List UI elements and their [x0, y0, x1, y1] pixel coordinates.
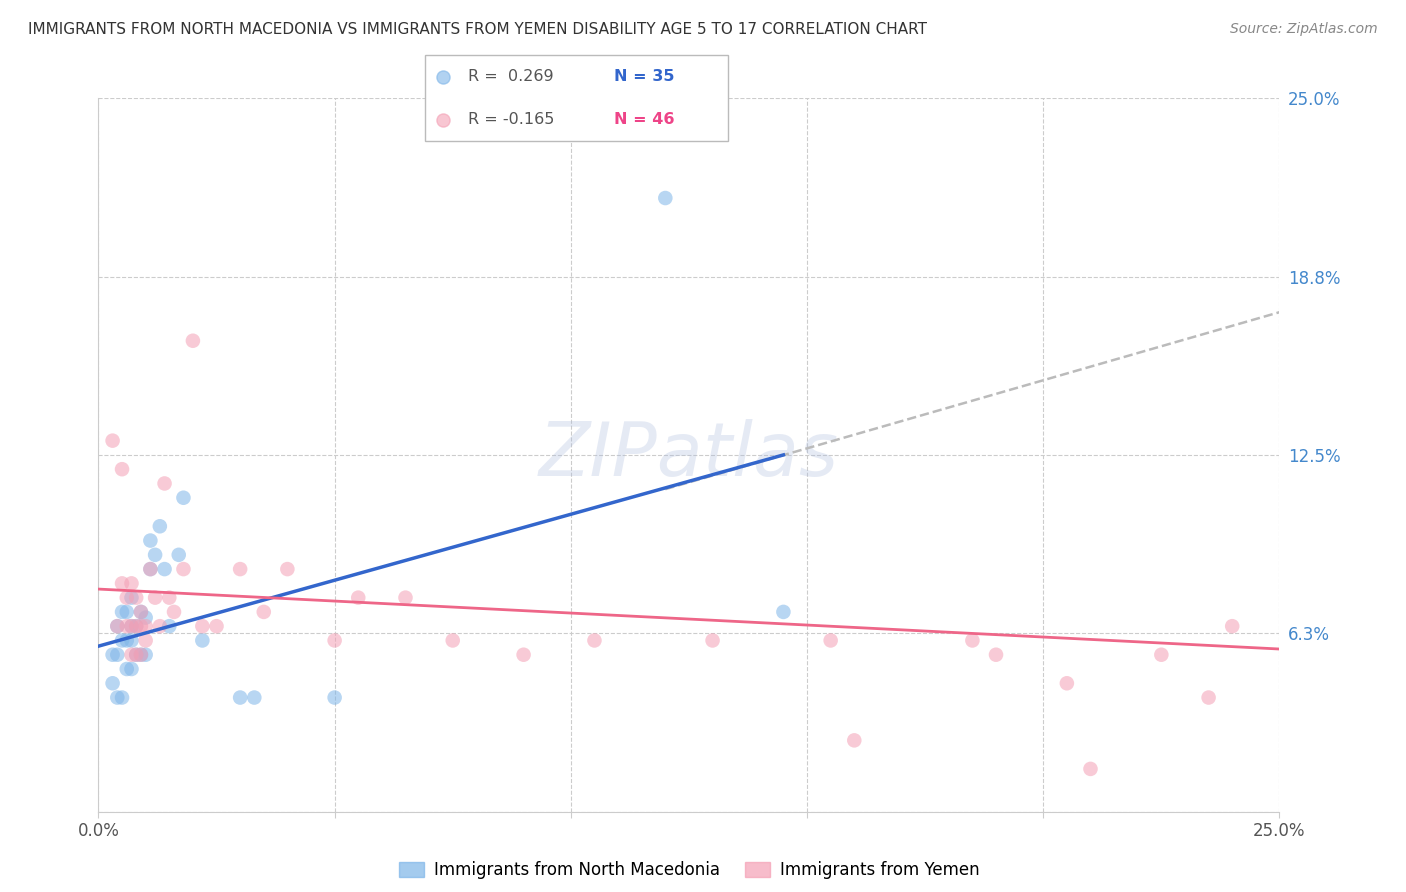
Point	[984, 648, 1007, 662]
Point	[772, 605, 794, 619]
Point	[105, 690, 128, 705]
Point	[139, 533, 162, 548]
Point	[125, 591, 148, 605]
Point	[135, 633, 157, 648]
Point	[121, 633, 143, 648]
Point	[121, 576, 143, 591]
Point	[129, 605, 152, 619]
Point	[347, 591, 370, 605]
Point	[121, 648, 143, 662]
Point	[1150, 648, 1173, 662]
Point	[583, 633, 606, 648]
Point	[191, 619, 214, 633]
Point	[115, 662, 138, 676]
Text: R =  0.269: R = 0.269	[468, 70, 554, 84]
Point	[654, 191, 676, 205]
Point	[253, 605, 276, 619]
Point	[143, 548, 166, 562]
Point	[105, 619, 128, 633]
Point	[143, 591, 166, 605]
Point	[153, 562, 176, 576]
Point	[243, 690, 266, 705]
Point	[172, 562, 194, 576]
Point	[125, 619, 148, 633]
Point	[167, 548, 190, 562]
Point	[105, 648, 128, 662]
Point	[111, 576, 134, 591]
Point	[111, 605, 134, 619]
Point	[181, 334, 204, 348]
Text: N = 46: N = 46	[613, 112, 673, 127]
Text: ZIPatlas: ZIPatlas	[538, 419, 839, 491]
Point	[115, 633, 138, 648]
Point	[111, 462, 134, 476]
Point	[121, 591, 143, 605]
Point	[101, 676, 124, 690]
Point	[111, 633, 134, 648]
Point	[149, 519, 172, 533]
Point	[105, 619, 128, 633]
Legend: Immigrants from North Macedonia, Immigrants from Yemen: Immigrants from North Macedonia, Immigra…	[392, 855, 986, 886]
Point	[163, 605, 186, 619]
Text: N = 35: N = 35	[613, 70, 673, 84]
Point	[101, 434, 124, 448]
Point	[129, 648, 152, 662]
Point	[1056, 676, 1078, 690]
Text: R = -0.165: R = -0.165	[468, 112, 554, 127]
Point	[229, 690, 252, 705]
Point	[1080, 762, 1102, 776]
Point	[115, 591, 138, 605]
Point	[172, 491, 194, 505]
Point	[135, 619, 157, 633]
Point	[121, 662, 143, 676]
Point	[441, 633, 464, 648]
Point	[394, 591, 416, 605]
Point	[111, 690, 134, 705]
Point	[512, 648, 534, 662]
Point	[191, 633, 214, 648]
Point	[129, 619, 152, 633]
Point	[962, 633, 984, 648]
Point	[323, 690, 346, 705]
Point	[432, 112, 454, 127]
Point	[157, 619, 180, 633]
Text: IMMIGRANTS FROM NORTH MACEDONIA VS IMMIGRANTS FROM YEMEN DISABILITY AGE 5 TO 17 : IMMIGRANTS FROM NORTH MACEDONIA VS IMMIG…	[28, 22, 927, 37]
Point	[115, 605, 138, 619]
Point	[121, 619, 143, 633]
Point	[125, 648, 148, 662]
Point	[432, 70, 454, 84]
Point	[149, 619, 172, 633]
Point	[129, 648, 152, 662]
Point	[844, 733, 866, 747]
Point	[125, 619, 148, 633]
FancyBboxPatch shape	[425, 55, 728, 141]
Point	[205, 619, 228, 633]
Point	[323, 633, 346, 648]
Point	[229, 562, 252, 576]
Point	[139, 562, 162, 576]
Point	[125, 648, 148, 662]
Text: Source: ZipAtlas.com: Source: ZipAtlas.com	[1230, 22, 1378, 37]
Point	[139, 562, 162, 576]
Point	[1220, 619, 1243, 633]
Point	[1198, 690, 1220, 705]
Point	[135, 648, 157, 662]
Point	[702, 633, 724, 648]
Point	[157, 591, 180, 605]
Point	[101, 648, 124, 662]
Point	[276, 562, 298, 576]
Point	[135, 610, 157, 624]
Point	[153, 476, 176, 491]
Point	[121, 619, 143, 633]
Point	[115, 619, 138, 633]
Point	[820, 633, 842, 648]
Point	[129, 605, 152, 619]
